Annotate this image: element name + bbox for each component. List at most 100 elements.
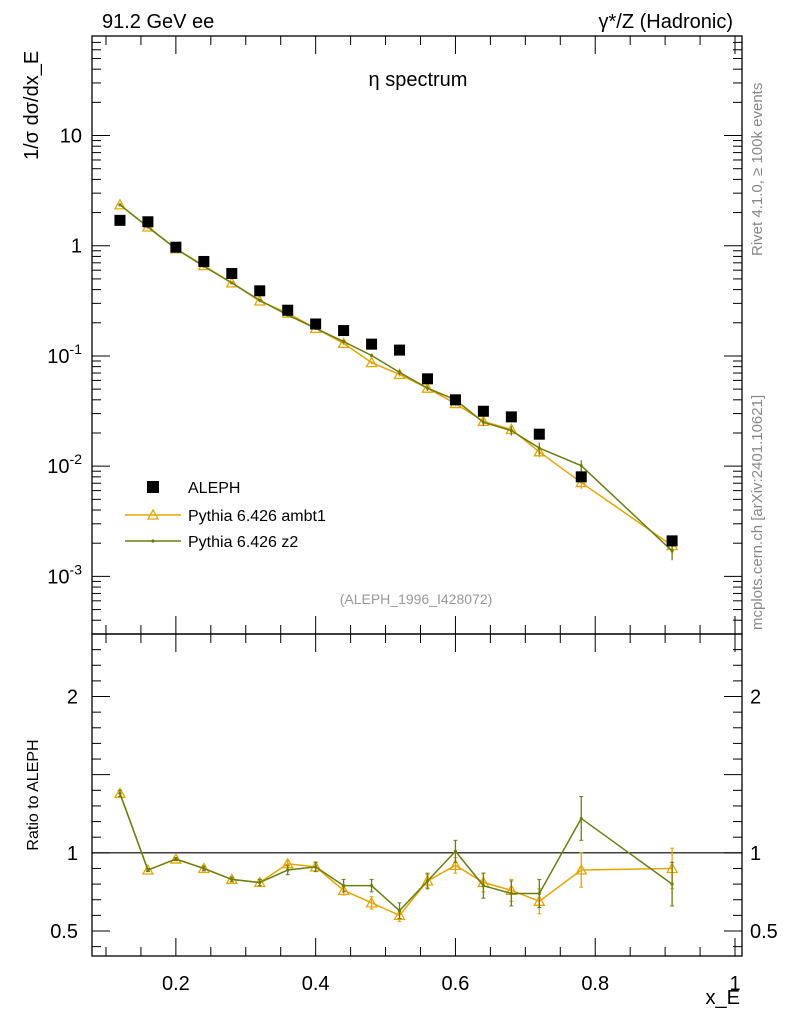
ratio-y-tick-label: 1: [67, 843, 78, 865]
ratio-series-line-1: [119, 793, 673, 912]
ratio-series-line-0: [119, 793, 673, 917]
aleph-data-point: [310, 318, 322, 330]
main-point-dot: [537, 446, 541, 450]
ratio-point-dot: [369, 884, 374, 888]
aleph-data-point: [114, 214, 126, 226]
x-tick-label: 0.4: [302, 973, 330, 995]
ratio-point-dot: [425, 879, 430, 883]
rivet-version-label: Rivet 4.1.0, ≥ 100k events: [749, 83, 766, 256]
main-point-dot: [670, 549, 674, 553]
ratio-point-triangle: [169, 852, 182, 864]
main-y-tick-label: 10-2: [47, 451, 82, 478]
main-point-dot: [481, 420, 485, 424]
legend-marker-triangle: [146, 508, 160, 520]
aleph-data-point: [254, 285, 266, 297]
analysis-reference-label: (ALEPH_1996_I428072): [340, 591, 493, 607]
ratio-y-tick-label-right: 2: [750, 687, 761, 709]
x-tick-label: 0.6: [442, 973, 470, 995]
main-point-dot: [369, 353, 374, 358]
aleph-data-point: [142, 216, 154, 228]
ratio-point-triangle: [337, 884, 350, 895]
header-left-label: 91.2 GeV ee: [102, 11, 214, 33]
ratio-point-triangle: [449, 859, 462, 870]
ratio-point-dot: [174, 857, 178, 861]
x-axis-label: x_E: [706, 987, 740, 1009]
aleph-data-point: [666, 535, 678, 547]
ratio-point-dot: [397, 909, 402, 913]
legend-marker-square: [147, 481, 159, 493]
aleph-data-point: [449, 394, 461, 406]
aleph-data-point: [421, 373, 433, 385]
main-point-dot: [258, 298, 262, 302]
main-point-triangle: [533, 445, 546, 457]
aleph-data-point: [198, 255, 210, 267]
ratio-y-axis-ticks: 0.5 0.5 1 1 2 2: [50, 649, 778, 948]
aleph-data-point: [505, 411, 517, 423]
main-series-layer: [113, 198, 679, 561]
legend-label: Pythia 6.426 ambt1: [188, 508, 326, 525]
ratio-point-triangle: [575, 863, 588, 875]
aleph-data-point: [282, 304, 294, 316]
aleph-data-point: [226, 267, 238, 279]
ratio-point-dot: [118, 791, 122, 796]
ratio-point-dot: [314, 865, 318, 869]
ratio-point-dot: [202, 866, 206, 871]
x-tick-label: 0.2: [162, 973, 190, 995]
main-point-dot: [118, 203, 122, 207]
ratio-y-axis-label: Ratio to ALEPH: [25, 739, 42, 850]
main-point-dot: [230, 281, 234, 285]
main-point-triangle: [365, 356, 378, 368]
header-right-label: γ*/Z (Hadronic): [599, 11, 733, 33]
main-y-axis-label: 1/σ dσ/dx_E: [21, 51, 43, 160]
aleph-data-point: [477, 405, 489, 417]
main-y-tick-label: 1: [71, 236, 82, 258]
main-point-dot: [579, 464, 583, 468]
aleph-data-point: [366, 338, 378, 350]
ratio-point-dot: [342, 884, 346, 888]
legend-label: ALEPH: [188, 480, 240, 497]
ratio-point-dot: [453, 849, 458, 853]
ratio-point-dot: [670, 882, 674, 886]
main-point-dot: [342, 339, 346, 344]
main-point-dot: [425, 386, 430, 390]
aleph-data-point: [533, 428, 545, 440]
main-y-tick-label: 10-1: [47, 341, 82, 368]
main-point-triangle: [113, 198, 127, 210]
legend-label: Pythia 6.426 z2: [188, 534, 298, 551]
ratio-point-dot: [230, 877, 234, 882]
x-tick-label: 0.8: [581, 973, 609, 995]
ratio-point-dot: [481, 884, 485, 888]
ratio-point-triangle: [365, 896, 378, 908]
main-point-triangle: [225, 276, 238, 288]
main-y-axis-ticks: 10-3 10-2 10-1 1 10: [47, 35, 742, 635]
ratio-point-dot: [509, 891, 513, 896]
ratio-point-dot: [258, 880, 262, 885]
ratio-y-tick-label: 2: [67, 687, 78, 709]
ratio-point-triangle: [113, 787, 127, 799]
legend-marker-dot: [151, 539, 155, 543]
legend: ALEPH Pythia 6.426 ambt1 Pythia 6.426 z2: [125, 480, 326, 551]
ratio-y-tick-label-right: 1: [750, 843, 761, 865]
mcplots-label: mcplots.cern.ch [arXiv:2401.10621]: [749, 395, 766, 630]
aleph-data-point: [338, 325, 350, 337]
ratio-point-dot: [146, 868, 150, 872]
ratio-y-tick-label-right: 0.5: [750, 921, 778, 943]
main-point-dot: [509, 429, 513, 433]
ratio-point-triangle: [393, 909, 406, 921]
main-y-tick-label: 10: [60, 126, 82, 148]
main-point-triangle: [253, 294, 266, 306]
aleph-data-point: [394, 344, 406, 356]
main-y-tick-label: 10-3: [47, 561, 82, 588]
plot-title: η spectrum: [369, 69, 468, 91]
aleph-data-point: [170, 241, 182, 253]
main-point-triangle: [421, 381, 434, 393]
x-tick-label: 1: [729, 973, 740, 995]
ratio-series-layer: [113, 787, 679, 923]
ratio-point-dot: [286, 868, 290, 872]
x-axis-ticks: 0.2 0.4 0.6 0.8 1: [105, 36, 741, 995]
aleph-data-point: [575, 471, 587, 483]
ratio-y-tick-label: 0.5: [50, 921, 78, 943]
ratio-point-dot: [579, 816, 583, 821]
main-point-dot: [397, 370, 402, 374]
